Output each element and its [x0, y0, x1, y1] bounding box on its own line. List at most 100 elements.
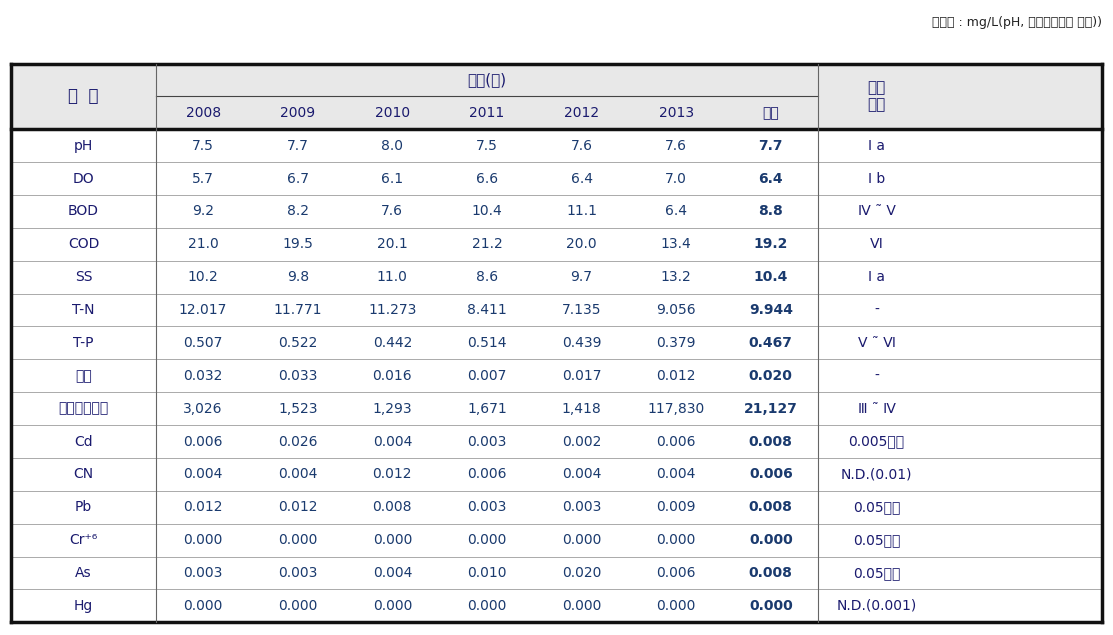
- Text: 평균: 평균: [762, 106, 779, 120]
- Text: 8.6: 8.6: [476, 270, 498, 284]
- Text: 7.6: 7.6: [571, 138, 592, 152]
- Text: 20.1: 20.1: [377, 237, 407, 251]
- Text: 0.002: 0.002: [562, 434, 601, 448]
- Text: 2010: 2010: [375, 106, 410, 120]
- Text: 0.522: 0.522: [278, 336, 317, 350]
- Text: 0.439: 0.439: [562, 336, 601, 350]
- Text: Ⅰ a: Ⅰ a: [868, 270, 885, 284]
- FancyBboxPatch shape: [11, 64, 1102, 97]
- Text: 12.017: 12.017: [179, 303, 227, 317]
- Text: 0.006: 0.006: [657, 566, 696, 580]
- Text: 21.0: 21.0: [188, 237, 218, 251]
- Text: 0.006: 0.006: [467, 467, 506, 481]
- Text: 2011: 2011: [470, 106, 504, 120]
- Text: Ⅰ b: Ⅰ b: [868, 171, 885, 185]
- Text: 7.135: 7.135: [562, 303, 601, 317]
- Text: 5.7: 5.7: [193, 171, 214, 185]
- Text: 7.7: 7.7: [758, 138, 784, 152]
- Text: 0.004: 0.004: [562, 467, 601, 481]
- Text: 0.000: 0.000: [278, 599, 317, 613]
- Text: 0.003: 0.003: [467, 500, 506, 514]
- Text: 0.000: 0.000: [749, 533, 792, 547]
- Text: Cr⁺⁶: Cr⁺⁶: [69, 533, 98, 547]
- FancyBboxPatch shape: [11, 524, 1102, 556]
- Text: 9.056: 9.056: [657, 303, 696, 317]
- Text: N.D.(0.001): N.D.(0.001): [836, 599, 917, 613]
- Text: 0.000: 0.000: [184, 599, 223, 613]
- Text: Ⅲ ˜ Ⅳ: Ⅲ ˜ Ⅳ: [857, 402, 896, 416]
- Text: Pb: Pb: [75, 500, 92, 514]
- Text: 0.004: 0.004: [657, 467, 696, 481]
- Text: 0.05이하: 0.05이하: [853, 533, 900, 547]
- Text: -: -: [874, 303, 879, 317]
- Text: 11.273: 11.273: [368, 303, 416, 317]
- Text: 0.000: 0.000: [184, 533, 223, 547]
- Text: 0.032: 0.032: [184, 369, 223, 383]
- Text: 2009: 2009: [280, 106, 315, 120]
- Text: 구  분: 구 분: [68, 88, 99, 105]
- Text: 0.000: 0.000: [373, 599, 412, 613]
- Text: 0.006: 0.006: [657, 434, 696, 448]
- Text: 9.2: 9.2: [193, 204, 214, 218]
- Text: 0.000: 0.000: [562, 533, 601, 547]
- Text: 0.008: 0.008: [373, 500, 412, 514]
- Text: 0.003: 0.003: [467, 434, 506, 448]
- Text: 0.012: 0.012: [373, 467, 412, 481]
- Text: 0.379: 0.379: [657, 336, 696, 350]
- Text: 0.003: 0.003: [278, 566, 317, 580]
- FancyBboxPatch shape: [11, 556, 1102, 589]
- Text: 총대장균군수: 총대장균군수: [58, 402, 109, 416]
- FancyBboxPatch shape: [11, 261, 1102, 293]
- Text: 2012: 2012: [564, 106, 599, 120]
- Text: 0.026: 0.026: [278, 434, 317, 448]
- FancyBboxPatch shape: [11, 326, 1102, 359]
- Text: 6.1: 6.1: [382, 171, 403, 185]
- Text: 0.016: 0.016: [373, 369, 412, 383]
- Text: 0.004: 0.004: [278, 467, 317, 481]
- FancyBboxPatch shape: [11, 97, 1102, 130]
- Text: Ⅳ ˜ V: Ⅳ ˜ V: [857, 204, 896, 218]
- Text: 21,127: 21,127: [743, 402, 798, 416]
- Text: 7.5: 7.5: [476, 138, 498, 152]
- Text: 7.0: 7.0: [666, 171, 687, 185]
- Text: 1,293: 1,293: [373, 402, 412, 416]
- Text: 6.4: 6.4: [571, 171, 592, 185]
- Text: 117,830: 117,830: [648, 402, 705, 416]
- Text: 0.003: 0.003: [184, 566, 223, 580]
- Text: DO: DO: [72, 171, 95, 185]
- Text: Ⅵ: Ⅵ: [870, 237, 883, 251]
- FancyBboxPatch shape: [11, 392, 1102, 425]
- Text: 7.5: 7.5: [193, 138, 214, 152]
- Text: -: -: [874, 369, 879, 383]
- Text: 10.4: 10.4: [754, 270, 788, 284]
- Text: 페놀: 페놀: [75, 369, 92, 383]
- Text: 0.008: 0.008: [749, 434, 792, 448]
- Text: 8.2: 8.2: [287, 204, 308, 218]
- Text: 0.006: 0.006: [184, 434, 223, 448]
- FancyBboxPatch shape: [11, 130, 1102, 162]
- Text: SS: SS: [75, 270, 92, 284]
- Text: 연도(년): 연도(년): [467, 72, 506, 88]
- Text: N.D.(0.01): N.D.(0.01): [840, 467, 913, 481]
- Text: T-P: T-P: [73, 336, 93, 350]
- Text: 8.0: 8.0: [382, 138, 403, 152]
- Text: 0.012: 0.012: [657, 369, 696, 383]
- Text: 19.2: 19.2: [754, 237, 788, 251]
- Text: 9.8: 9.8: [287, 270, 308, 284]
- Text: T-N: T-N: [72, 303, 95, 317]
- FancyBboxPatch shape: [11, 359, 1102, 392]
- Text: （단위 : mg/L(pH, 총대장균군수 제외)): （단위 : mg/L(pH, 총대장균군수 제외)): [932, 16, 1102, 29]
- FancyBboxPatch shape: [11, 293, 1102, 326]
- Text: 0.05이하: 0.05이하: [853, 500, 900, 514]
- FancyBboxPatch shape: [11, 162, 1102, 195]
- Text: 1,418: 1,418: [562, 402, 601, 416]
- Text: 7.7: 7.7: [287, 138, 308, 152]
- Text: 8.411: 8.411: [467, 303, 506, 317]
- Text: Cd: Cd: [75, 434, 92, 448]
- Text: 0.442: 0.442: [373, 336, 412, 350]
- Text: 0.004: 0.004: [373, 566, 412, 580]
- Text: Hg: Hg: [73, 599, 93, 613]
- Text: 0.004: 0.004: [373, 434, 412, 448]
- Text: 0.000: 0.000: [657, 533, 696, 547]
- Text: 9.944: 9.944: [749, 303, 792, 317]
